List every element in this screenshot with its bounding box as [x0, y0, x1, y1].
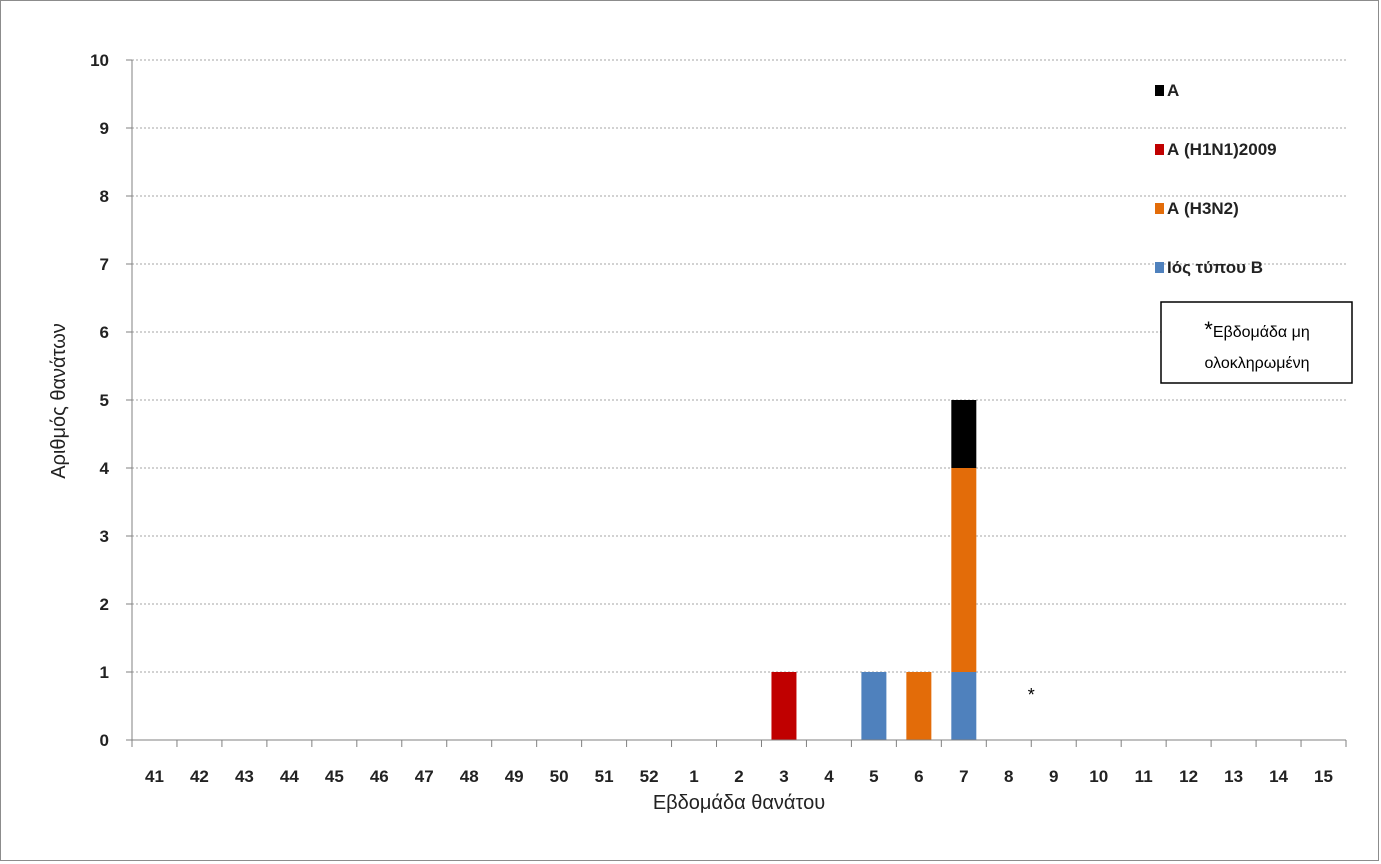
x-tick-label: 4: [824, 767, 834, 786]
x-tick-label: 47: [415, 767, 434, 786]
x-tick-label: 48: [460, 767, 479, 786]
x-tick-label: 45: [325, 767, 344, 786]
note-line-1: *Εβδομάδα μη: [1204, 317, 1309, 342]
y-tick-label: 1: [100, 663, 109, 682]
x-tick-label: 10: [1089, 767, 1108, 786]
y-axis-title: Αριθμός θανάτων: [48, 323, 70, 479]
x-tick-label: 44: [280, 767, 299, 786]
x-tick-label: 5: [869, 767, 878, 786]
legend-label: Α (Η1Ν1)2009: [1167, 140, 1277, 159]
x-tick-label: 1: [689, 767, 698, 786]
x-tick-label: 6: [914, 767, 923, 786]
y-tick-label: 2: [100, 595, 109, 614]
incomplete-week-marker: *: [1028, 685, 1035, 705]
x-tick-label: 50: [550, 767, 569, 786]
bar-segment: [771, 672, 797, 740]
y-tick-label: 3: [100, 527, 109, 546]
legend-swatch: [1155, 85, 1164, 96]
x-tick-label: 41: [145, 767, 164, 786]
x-tick-label: 12: [1179, 767, 1198, 786]
legend-label: Α (Η3Ν2): [1167, 199, 1239, 218]
legend-label: Ιός τύπου Β: [1167, 258, 1263, 277]
y-tick-label: 5: [100, 391, 109, 410]
bar-segment: [951, 468, 977, 672]
legend-label: Α: [1167, 81, 1179, 100]
x-tick-labels: 41 42 43 44 45 46 47 48 49 50 51 52 1 2 3 4 5 6 7 8 9 10 11 12 1…: [145, 767, 1333, 786]
note-line-2: ολοκληρωμένη: [1205, 355, 1310, 372]
y-tick-label: 4: [100, 459, 110, 478]
x-tick-label: 13: [1224, 767, 1243, 786]
x-tick-label: 52: [640, 767, 659, 786]
x-tick-label: 46: [370, 767, 389, 786]
x-tick-label: 51: [595, 767, 614, 786]
legend-swatch: [1155, 262, 1164, 273]
y-tick-label: 9: [100, 119, 109, 138]
incomplete-week-note: *Εβδομάδα μη ολοκληρωμένη: [1160, 301, 1353, 384]
x-tick-label: 8: [1004, 767, 1013, 786]
bars: [771, 400, 977, 740]
y-tick-label: 7: [100, 255, 109, 274]
x-tick-label: 9: [1049, 767, 1058, 786]
y-tick-labels: 0 1 2 3 4 5 6 7 8 9 10: [90, 51, 109, 750]
legend-swatch: [1155, 144, 1164, 155]
x-tick-label: 7: [959, 767, 968, 786]
x-tick-label: 3: [779, 767, 788, 786]
legend: Α Α (Η1Ν1)2009 Α (Η3Ν2) Ιός τύπου Β: [1155, 81, 1277, 277]
note-star: *: [1204, 317, 1213, 342]
x-tick-label: 15: [1314, 767, 1333, 786]
axes: [126, 59, 1347, 747]
x-tick-label: 43: [235, 767, 254, 786]
note-text-1: Εβδομάδα μη: [1213, 324, 1310, 341]
x-tick-label: 42: [190, 767, 209, 786]
y-tick-label: 6: [100, 323, 109, 342]
legend-swatch: [1155, 203, 1164, 214]
y-tick-label: 8: [100, 187, 109, 206]
x-tick-label: 14: [1269, 767, 1288, 786]
x-axis-title: Εβδομάδα θανάτου: [653, 792, 825, 814]
x-tick-label: 11: [1135, 767, 1153, 786]
bar-segment: [861, 672, 887, 740]
bar-segment: [951, 672, 977, 740]
y-tick-label: 0: [100, 731, 109, 750]
x-tick-label: 49: [505, 767, 524, 786]
y-tick-label: 10: [90, 51, 109, 70]
x-tick-label: 2: [734, 767, 743, 786]
bar-segment: [906, 672, 932, 740]
note-box: [1160, 301, 1353, 384]
bar-segment: [951, 400, 977, 468]
